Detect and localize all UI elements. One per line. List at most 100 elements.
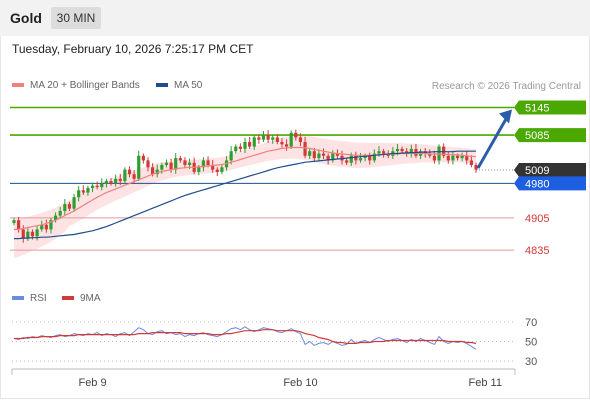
- candle: [132, 170, 136, 183]
- candle-body: [77, 190, 81, 198]
- candle-body: [432, 155, 437, 161]
- ma20-swatch: [12, 83, 24, 88]
- candle-body: [460, 155, 464, 159]
- legend-ma9-label: 9MA: [80, 293, 101, 304]
- candle-body: [35, 229, 39, 237]
- candle-body: [455, 155, 460, 159]
- candle-body: [409, 148, 413, 154]
- candle-body: [317, 153, 321, 159]
- candle: [321, 148, 326, 160]
- interval-badge[interactable]: 30 MIN: [51, 7, 101, 29]
- candle: [63, 199, 67, 216]
- candle-body: [72, 197, 76, 209]
- candle: [257, 134, 261, 144]
- candle: [220, 164, 224, 175]
- candle: [238, 143, 242, 153]
- candle-body: [151, 167, 155, 175]
- candle-body: [40, 224, 44, 230]
- candle: [266, 130, 270, 143]
- level-label: 5085: [514, 128, 586, 143]
- candle-body: [331, 153, 335, 161]
- candle-body: [127, 169, 132, 175]
- candle-body: [261, 135, 266, 140]
- candle: [44, 219, 48, 233]
- legend-ma50: MA 50: [156, 80, 202, 91]
- candle-body: [164, 162, 169, 165]
- level-value: 5145: [525, 103, 549, 115]
- candle: [67, 201, 72, 211]
- candle-body: [174, 158, 178, 170]
- candle: [100, 178, 104, 191]
- candle: [95, 181, 99, 190]
- candle-body: [451, 155, 455, 161]
- candle: [86, 185, 90, 196]
- level-value: 4905: [525, 213, 549, 225]
- candle-body: [90, 185, 95, 188]
- level-label: 4980: [514, 176, 586, 191]
- candle: [312, 147, 316, 163]
- candle-body: [345, 160, 349, 163]
- candle-body: [326, 155, 330, 161]
- candle-body: [308, 151, 312, 156]
- candle: [58, 206, 62, 219]
- candle-body: [155, 169, 159, 175]
- candle-body: [312, 151, 316, 159]
- candle-body: [53, 215, 58, 221]
- candle: [169, 158, 173, 173]
- candle: [432, 150, 437, 164]
- candle: [229, 146, 233, 165]
- candle: [460, 152, 464, 162]
- candle: [146, 157, 150, 172]
- candle: [141, 153, 145, 164]
- candle-body: [469, 160, 473, 165]
- candle-body: [95, 185, 99, 188]
- candle-body: [201, 160, 206, 168]
- rsi-tick-label: 30: [525, 356, 537, 368]
- candle-body: [275, 137, 279, 142]
- candle-body: [243, 142, 247, 149]
- candle: [317, 149, 321, 161]
- candle-body: [197, 167, 201, 172]
- legend-rsi: RSI: [12, 293, 47, 304]
- candle-body: [100, 183, 104, 188]
- candle-body: [234, 146, 238, 152]
- candle-body: [12, 220, 16, 223]
- candle-body: [368, 155, 372, 161]
- candle: [201, 157, 206, 172]
- candle-body: [321, 153, 326, 156]
- credit-text: Research © 2026 Trading Central: [431, 81, 581, 92]
- legend-ma9: 9MA: [62, 293, 101, 304]
- candle-body: [382, 151, 386, 154]
- candle: [137, 150, 141, 182]
- candle-body: [266, 135, 270, 140]
- ma50-line: [14, 150, 476, 240]
- level-tag: [514, 176, 586, 191]
- candle-body: [289, 132, 293, 147]
- level-value: 5085: [525, 130, 549, 142]
- timestamp: Tuesday, February 10, 2026 7:25:17 PM CE…: [12, 42, 254, 56]
- candle: [72, 193, 76, 212]
- candle: [400, 146, 404, 154]
- candle-body: [58, 211, 62, 216]
- candle: [465, 151, 469, 165]
- candle: [155, 164, 159, 178]
- candle: [17, 216, 21, 233]
- bollinger-band: [14, 135, 476, 258]
- candle-body: [63, 204, 67, 211]
- legend-ma50-label: MA 50: [174, 80, 203, 91]
- candle: [409, 144, 413, 158]
- level-tag: [514, 100, 586, 115]
- candle: [326, 153, 330, 165]
- candle-body: [169, 162, 173, 170]
- candle-body: [178, 158, 182, 161]
- rsi-swatch: [12, 296, 24, 301]
- instrument-title: Gold: [10, 10, 42, 26]
- candle-body: [109, 181, 113, 184]
- projection-arrow-shaft: [476, 114, 510, 169]
- candle: [81, 185, 85, 195]
- candle: [354, 151, 358, 165]
- candle-body: [146, 160, 150, 168]
- level-value: 4980: [525, 178, 549, 190]
- header-bar: Gold 30 MIN: [0, 0, 590, 36]
- candle: [123, 167, 127, 184]
